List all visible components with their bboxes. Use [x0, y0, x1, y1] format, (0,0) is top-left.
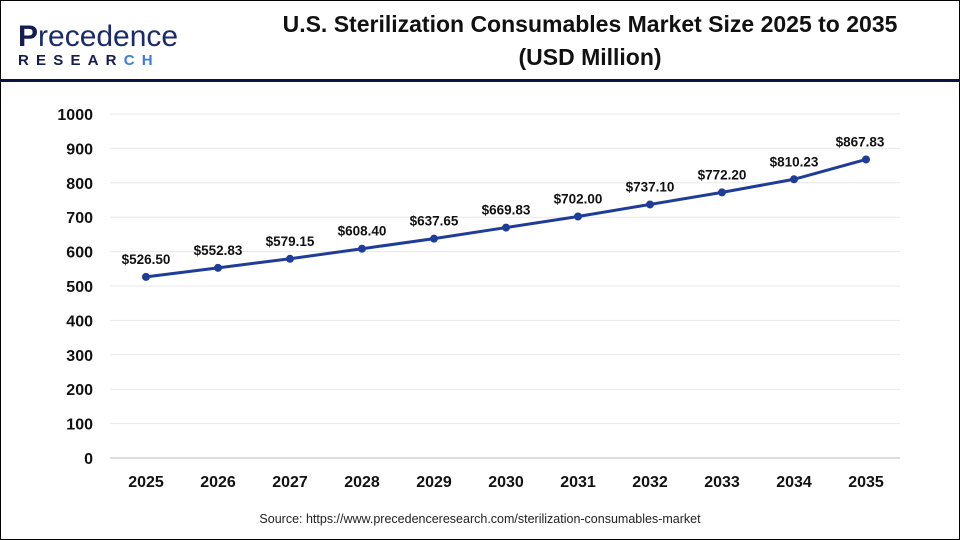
y-tick-label: 700	[66, 210, 93, 227]
title-line-2: (USD Million)	[518, 44, 662, 70]
x-tick-label: 2026	[200, 474, 236, 491]
y-tick-label: 400	[66, 313, 93, 330]
data-label: $526.50	[122, 252, 171, 267]
precedence-research-logo: Precedence RESEARCH	[18, 20, 179, 70]
y-tick-label: 1000	[57, 107, 93, 124]
data-point	[862, 155, 870, 164]
data-point	[646, 200, 654, 209]
data-point	[358, 244, 366, 253]
y-tick-label: 300	[66, 348, 93, 365]
data-label: $608.40	[338, 224, 387, 239]
x-tick-label: 2035	[848, 474, 884, 491]
source-note: Source: https://www.precedenceresearch.c…	[259, 512, 701, 526]
data-point	[214, 263, 222, 272]
x-tick-label: 2029	[416, 474, 452, 491]
x-tick-label: 2030	[488, 474, 524, 491]
logo-subword: RESEAR	[18, 52, 124, 69]
data-label: $579.15	[266, 234, 315, 249]
x-tick-label: 2032	[632, 474, 668, 491]
chart-title: U.S. Sterilization Consumables Market Si…	[230, 8, 950, 74]
logo-word: recedence	[38, 20, 179, 53]
x-tick-label: 2033	[704, 474, 740, 491]
x-tick-label: 2034	[776, 474, 812, 491]
y-tick-label: 0	[84, 451, 93, 468]
data-label: $772.20	[698, 167, 747, 182]
y-tick-label: 200	[66, 382, 93, 399]
logo-letter: P	[18, 20, 39, 53]
data-point	[286, 254, 294, 263]
title-line-1: U.S. Sterilization Consumables Market Si…	[282, 11, 898, 37]
data-point	[142, 272, 150, 281]
x-tick-label: 2028	[344, 474, 380, 491]
y-tick-label: 900	[66, 141, 93, 158]
logo-subword-accent: CH	[123, 52, 160, 69]
data-label: $702.00	[554, 192, 603, 207]
data-label: $810.23	[770, 154, 819, 169]
data-point	[718, 188, 726, 197]
data-point	[574, 212, 582, 221]
y-tick-label: 500	[66, 279, 93, 296]
x-tick-label: 2027	[272, 474, 308, 491]
data-label: $867.83	[836, 134, 885, 149]
y-tick-label: 600	[66, 245, 93, 262]
data-point	[430, 234, 438, 243]
data-label: $637.65	[410, 214, 459, 229]
data-label: $669.83	[482, 203, 531, 218]
header-divider	[0, 79, 960, 82]
x-tick-label: 2025	[128, 474, 164, 491]
x-tick-label: 2031	[560, 474, 596, 491]
y-tick-label: 100	[66, 417, 93, 434]
y-tick-label: 800	[66, 176, 93, 193]
data-point	[790, 175, 798, 184]
data-point	[502, 223, 510, 232]
data-label: $552.83	[194, 243, 243, 258]
data-label: $737.10	[626, 179, 675, 194]
series-line	[145, 158, 867, 279]
